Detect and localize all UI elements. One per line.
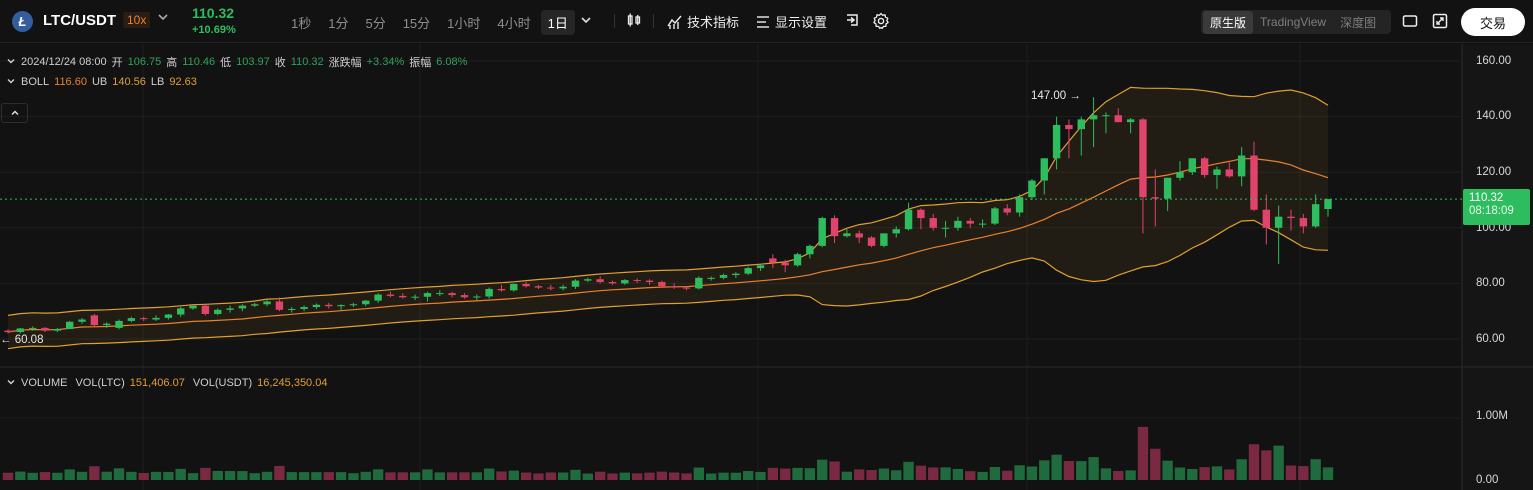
price-axis-label: 60.00	[1476, 333, 1505, 345]
fullscreen-icon	[1432, 13, 1448, 29]
trading-pair[interactable]: LTC/USDT	[43, 12, 117, 29]
volume-label: VOLUME	[21, 377, 68, 389]
view-tradingview[interactable]: TradingView	[1260, 15, 1327, 29]
high-annotation: 147.00 →	[1031, 90, 1081, 102]
interval-5m[interactable]: 5分	[365, 16, 386, 31]
view-depth[interactable]: 深度图	[1340, 15, 1377, 30]
current-price: 110.32	[1469, 192, 1504, 204]
display-settings-button[interactable]: 显示设置	[755, 12, 827, 31]
volume-collapse-chevron-icon[interactable]	[6, 377, 16, 389]
top-toolbar: Ł LTC/USDT 10x 110.32 +10.69% 1秒 1分 5分 1…	[0, 0, 1533, 43]
ub-value: 140.56	[112, 76, 146, 88]
boll-label: BOLL	[21, 76, 50, 88]
boll-legend: BOLL 116.60 UB 140.56 LB 92.63	[6, 76, 197, 88]
ohlc-legend: 2024/12/24 08:00 开 106.75 高 110.46 低 103.97…	[6, 54, 467, 70]
indicators-icon	[667, 14, 683, 30]
low-value: 103.97	[236, 56, 270, 68]
volume-axis-label: 0.00	[1476, 474, 1499, 486]
price-axis-label: 140.00	[1476, 110, 1512, 122]
leverage-badge: 10x	[123, 12, 151, 28]
list-settings-icon	[755, 14, 771, 30]
interval-selector: 1秒 1分 5分 15分 1小时 4小时 1日	[284, 10, 592, 35]
low-label: 低	[220, 57, 232, 69]
toolbar-divider	[614, 14, 615, 28]
chart-area[interactable]: 2024/12/24 08:00 开 106.75 高 110.46 低 103.97…	[0, 44, 1533, 490]
vol-ltc-label: VOL(LTC)	[75, 377, 125, 389]
square-window-icon	[1402, 13, 1418, 29]
replay-button[interactable]	[844, 12, 860, 28]
candlestick-icon	[626, 12, 642, 28]
high-value: 110.46	[182, 56, 216, 68]
amplitude-value: 6.08%	[436, 56, 468, 68]
price-axis-label: 120.00	[1476, 166, 1512, 178]
price-axis-label: 160.00	[1476, 55, 1512, 67]
lb-value: 92.63	[169, 76, 197, 88]
view-native[interactable]: 原生版	[1203, 10, 1254, 34]
display-settings-label: 显示设置	[775, 15, 828, 30]
view-mode-switch: 原生版 TradingView 深度图	[1201, 10, 1391, 34]
legend-collapse-chevron-icon[interactable]	[6, 56, 16, 68]
indicators-label: 技术指标	[687, 15, 740, 30]
collapse-legend-button[interactable]	[1, 103, 28, 123]
more-intervals-chevron-icon[interactable]	[580, 10, 592, 35]
vol-usdt-value: 16,245,350.04	[257, 377, 328, 389]
candle-countdown: 08:18:09	[1469, 205, 1514, 217]
last-price: 110.32	[192, 5, 235, 21]
close-label: 收	[274, 57, 286, 69]
change-value: +3.34%	[366, 56, 405, 68]
interval-1d[interactable]: 1日	[540, 10, 575, 35]
interval-1h[interactable]: 1小时	[447, 16, 481, 31]
interval-15m[interactable]: 15分	[402, 16, 431, 31]
fullscreen-button[interactable]	[1432, 13, 1448, 29]
lb-label: LB	[150, 76, 165, 88]
high-label: 高	[166, 57, 178, 69]
chart-type-button[interactable]	[626, 12, 642, 28]
open-value: 106.75	[127, 56, 162, 68]
gear-icon	[872, 12, 890, 30]
low-annotation: ← 60.08	[0, 334, 44, 346]
legend-date: 2024/12/24 08:00	[21, 56, 107, 68]
change-label: 涨跌幅	[328, 57, 362, 69]
candlestick-chart[interactable]	[0, 44, 1533, 490]
pair-dropdown-chevron-icon[interactable]	[157, 11, 169, 26]
settings-button[interactable]	[872, 12, 890, 30]
interval-4h[interactable]: 4小时	[497, 16, 531, 31]
ub-label: UB	[91, 76, 108, 88]
price-axis-label: 100.00	[1476, 222, 1512, 234]
close-value: 110.32	[290, 56, 324, 68]
boll-collapse-chevron-icon[interactable]	[6, 76, 16, 88]
price-axis-label: 80.00	[1476, 277, 1505, 289]
litecoin-logo-icon: Ł	[12, 11, 33, 32]
interval-1s[interactable]: 1秒	[291, 16, 312, 31]
amplitude-label: 振幅	[409, 57, 432, 69]
replay-icon	[844, 12, 860, 28]
interval-1m[interactable]: 1分	[328, 16, 349, 31]
volume-axis-label: 1.00M	[1476, 410, 1508, 422]
price-change-percent: +10.69%	[192, 24, 236, 36]
vol-usdt-label: VOL(USDT)	[192, 377, 253, 389]
vol-ltc-value: 151,406.07	[129, 377, 185, 389]
current-price-tag: 110.32 08:18:09	[1463, 189, 1530, 225]
trade-button[interactable]: 交易	[1461, 8, 1525, 36]
indicators-button[interactable]: 技术指标	[667, 12, 739, 31]
boll-value: 116.60	[54, 76, 87, 88]
open-label: 开	[111, 57, 123, 69]
toolbar-divider	[653, 14, 654, 28]
chevron-up-icon	[10, 110, 19, 116]
volume-legend: VOLUME VOL(LTC) 151,406.07 VOL(USDT) 16,…	[6, 377, 327, 389]
window-mode-button[interactable]	[1402, 13, 1418, 29]
